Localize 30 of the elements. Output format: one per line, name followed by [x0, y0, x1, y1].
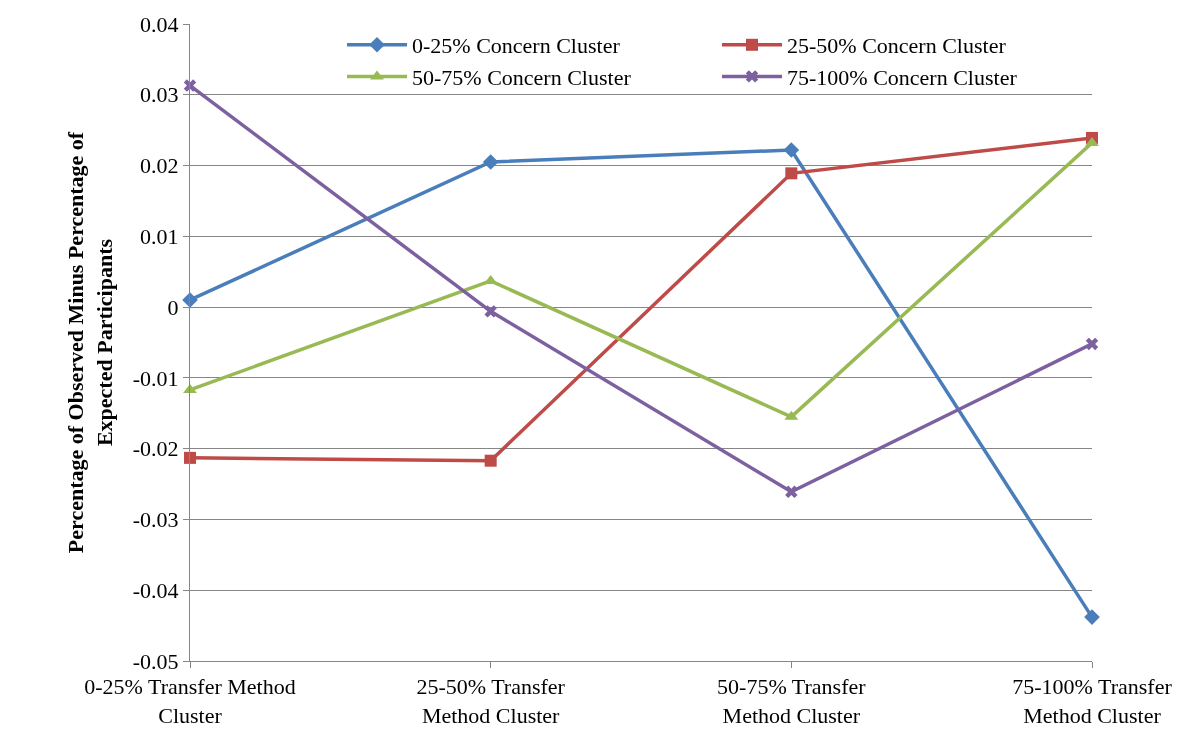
y-tick-label: -0.02 — [132, 436, 179, 462]
point — [1085, 337, 1099, 351]
point — [1085, 136, 1099, 146]
point — [482, 154, 499, 170]
point — [184, 451, 196, 464]
y-tick-label: -0.04 — [132, 577, 179, 603]
legend-label: 50-75% Concern Cluster — [412, 64, 632, 90]
point — [484, 454, 497, 467]
y-tick-label: -0.01 — [132, 365, 179, 391]
legend-label: 75-100% Concern Cluster — [787, 64, 1018, 90]
x-tick-label: 50-75% Transfer Method Cluster — [717, 674, 867, 728]
point — [1084, 609, 1100, 625]
x-tick-label: 75-100% Transfer Method Cluster — [1012, 674, 1173, 728]
point — [785, 485, 798, 499]
y-tick-label: 0.04 — [140, 11, 179, 37]
point — [183, 383, 197, 393]
y-tick-label: -0.03 — [132, 507, 179, 533]
point — [785, 167, 798, 180]
x-tick-label: 0-25% Transfer Method Cluster — [84, 674, 296, 728]
y-axis-title: Percentage of Observed Minus Percentage of Expected Participants — [62, 131, 117, 554]
y-tick-label: 0.03 — [140, 82, 179, 108]
y-tick-label: 0.02 — [140, 153, 179, 179]
point — [783, 142, 800, 158]
legend-label: 25-50% Concern Cluster — [787, 33, 1007, 59]
y-tick-label: -0.05 — [132, 648, 179, 674]
y-tick-label: 0 — [167, 294, 179, 320]
y-tick-label: 0.01 — [140, 224, 179, 250]
x-tick-label: 25-50% Transfer Method Cluster — [416, 674, 566, 728]
legend-label: 0-25% Concern Cluster — [412, 33, 621, 59]
point — [484, 305, 497, 318]
